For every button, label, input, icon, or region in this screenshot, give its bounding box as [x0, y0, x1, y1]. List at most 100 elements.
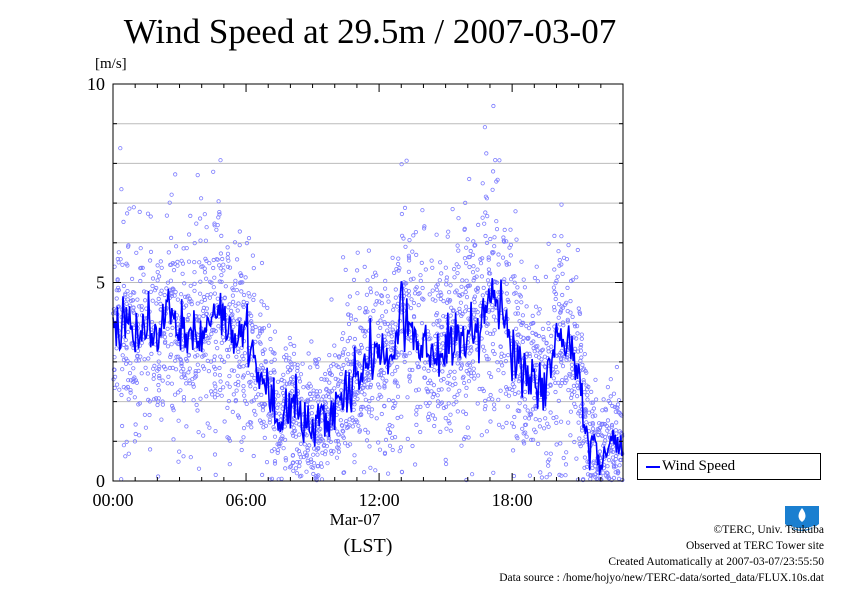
sample-point	[448, 283, 453, 288]
sample-point	[556, 301, 562, 307]
sample-point	[552, 267, 557, 272]
sample-point	[592, 429, 598, 434]
sample-point	[194, 402, 199, 407]
sample-point	[513, 326, 519, 331]
sample-point	[263, 359, 268, 365]
sample-point	[173, 289, 178, 295]
sample-point	[540, 326, 546, 331]
sample-point	[332, 386, 337, 391]
sample-point	[399, 211, 404, 217]
sample-point	[464, 245, 469, 250]
sample-point	[569, 366, 575, 371]
observed-text: Observed at TERC Tower site	[685, 540, 824, 552]
sample-point	[565, 319, 570, 324]
sample-point	[401, 280, 407, 285]
sample-point	[582, 351, 587, 357]
sample-point	[509, 421, 515, 426]
sample-point	[234, 287, 239, 293]
sample-point	[484, 240, 490, 245]
sample-point	[253, 380, 258, 385]
sample-point	[457, 388, 462, 393]
sample-point	[537, 307, 542, 312]
sample-point	[212, 395, 218, 400]
sample-point	[156, 366, 161, 372]
sample-point	[236, 379, 241, 384]
sample-point	[540, 361, 545, 366]
sample-point	[162, 292, 167, 298]
sample-point	[474, 274, 479, 279]
sample-point	[559, 234, 564, 239]
sample-point	[336, 432, 341, 437]
sample-point	[241, 299, 246, 304]
sample-point	[517, 408, 522, 414]
sample-point	[259, 401, 264, 406]
sample-point	[179, 258, 184, 263]
sample-point	[170, 287, 175, 292]
sample-point	[345, 338, 350, 344]
y-tick-label: 5	[96, 273, 105, 293]
sample-point	[600, 470, 606, 475]
sample-point	[613, 409, 618, 414]
sample-point	[512, 274, 517, 279]
sample-point	[336, 381, 341, 387]
sample-point	[537, 424, 543, 429]
sample-point	[499, 351, 504, 356]
sample-point	[352, 402, 357, 407]
sample-point	[494, 219, 499, 224]
sample-point	[258, 312, 263, 317]
sample-point	[225, 381, 230, 386]
sample-point	[294, 447, 300, 452]
sample-point	[375, 382, 381, 387]
sample-point	[379, 367, 384, 373]
sample-point	[415, 364, 421, 370]
sample-point	[178, 388, 183, 393]
sample-point	[319, 477, 325, 482]
x-tick-label: 00:00	[92, 490, 133, 510]
sample-point	[378, 325, 383, 330]
sample-point	[313, 357, 318, 362]
x-tick-label: 06:00	[226, 490, 267, 510]
sample-point	[508, 253, 513, 258]
sample-point	[138, 246, 143, 251]
sample-point	[385, 471, 391, 476]
sample-point	[369, 413, 374, 419]
sample-point	[614, 364, 620, 370]
mean-line-layer	[112, 278, 624, 476]
sample-point	[586, 384, 591, 389]
sample-point	[490, 331, 496, 336]
sample-point	[192, 270, 197, 275]
sample-point	[491, 250, 496, 255]
sample-point	[494, 280, 500, 285]
sample-point	[329, 388, 335, 393]
sample-point	[231, 299, 236, 304]
sample-point	[583, 434, 588, 439]
sample-point	[333, 376, 338, 381]
sample-point	[222, 359, 227, 364]
sample-point	[343, 267, 348, 272]
sample-point	[235, 373, 240, 378]
sample-point	[383, 278, 388, 283]
sample-point	[180, 271, 185, 276]
sample-point	[212, 381, 217, 386]
sample-point	[513, 209, 518, 214]
sample-point	[452, 275, 457, 280]
sample-point	[215, 257, 220, 262]
sample-point	[610, 455, 616, 460]
sample-point	[232, 240, 238, 245]
sample-point	[156, 388, 162, 393]
sample-point	[156, 382, 161, 388]
sample-point	[393, 287, 398, 292]
sample-point	[195, 301, 200, 306]
sample-point	[463, 260, 469, 266]
sample-point	[352, 336, 357, 342]
sample-point	[226, 305, 231, 310]
sample-point	[170, 406, 175, 411]
sample-point	[398, 445, 403, 450]
sample-point	[503, 391, 508, 396]
sample-point	[429, 258, 434, 263]
sample-point	[590, 426, 596, 431]
sample-point	[483, 233, 488, 239]
sample-point	[379, 301, 384, 306]
sample-point	[241, 435, 246, 440]
sample-point	[157, 373, 162, 379]
